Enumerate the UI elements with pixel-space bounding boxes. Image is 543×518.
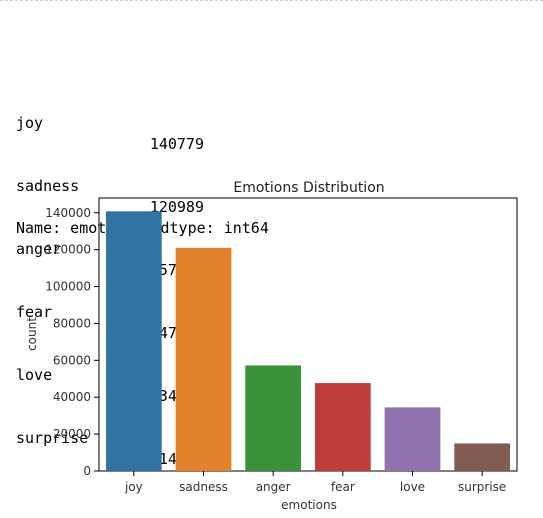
count-label: joy bbox=[16, 114, 44, 132]
y-tick-label: 20000 bbox=[53, 427, 91, 441]
y-tick-label: 80000 bbox=[53, 316, 91, 330]
x-tick-label: anger bbox=[256, 480, 291, 494]
plot-frame bbox=[98, 197, 518, 472]
bars-group bbox=[105, 211, 511, 471]
x-tick-label: fear bbox=[331, 480, 355, 494]
count-label: anger bbox=[16, 240, 62, 258]
y-tick-label: 140000 bbox=[45, 206, 91, 220]
x-tick-label: surprise bbox=[458, 480, 506, 494]
y-axis-label: count bbox=[25, 317, 39, 351]
x-tick-label: love bbox=[400, 480, 425, 494]
y-tick-label: 120000 bbox=[45, 243, 91, 257]
bar-love bbox=[384, 407, 441, 471]
chart-title: Emotions Distribution bbox=[233, 180, 384, 196]
y-tick-label: 40000 bbox=[53, 390, 91, 404]
bar-sadness bbox=[175, 247, 232, 471]
count-row-sadness: sadness 120989 bbox=[16, 155, 206, 216]
bar-joy bbox=[105, 211, 162, 471]
y-tick-label: 100000 bbox=[45, 280, 91, 294]
count-label: fear bbox=[16, 303, 53, 321]
bar-fear bbox=[314, 383, 371, 471]
bar-anger bbox=[245, 365, 302, 471]
bar-surprise bbox=[454, 443, 511, 471]
x-axis-label: emotions bbox=[281, 498, 337, 512]
x-tick-label: sadness bbox=[179, 480, 228, 494]
count-value: 140779 bbox=[149, 135, 204, 153]
x-axis: joy sadness anger fear love surprise bbox=[124, 471, 506, 494]
y-axis: 0 20000 40000 60000 80000 100000 120000 140000 bbox=[45, 206, 99, 478]
count-value: 120989 bbox=[149, 198, 204, 216]
value-counts-list: joy 140779 sadness 120989 anger 57235 fe… bbox=[16, 50, 206, 468]
y-tick-label: 0 bbox=[83, 464, 91, 478]
count-row-joy: joy 140779 bbox=[16, 92, 206, 153]
count-label: surprise bbox=[16, 429, 89, 447]
count-label: sadness bbox=[16, 177, 80, 195]
count-label: love bbox=[16, 366, 53, 384]
cell-divider bbox=[0, 0, 543, 1]
y-tick-label: 60000 bbox=[53, 353, 91, 367]
emotions-bar-chart: Emotions Distribution 0 20000 40000 60000 80… bbox=[25, 180, 518, 512]
x-tick-label: joy bbox=[124, 480, 143, 494]
